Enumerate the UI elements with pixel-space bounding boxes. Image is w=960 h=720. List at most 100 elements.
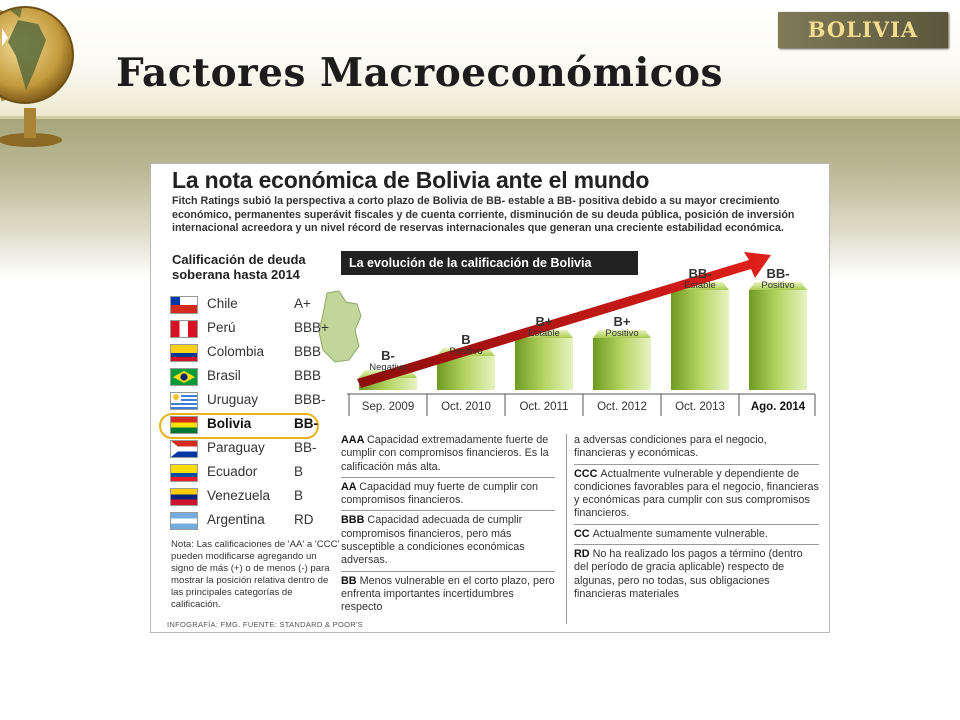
definition-code: CC [574, 527, 593, 540]
flag-icon [170, 440, 198, 458]
trend-arrow [357, 252, 771, 388]
rating-definition: CC Actualmente sumamente vulnerable. [574, 528, 819, 541]
bar-rating-label: B+ [535, 314, 553, 329]
bar-rating-label: BB- [766, 266, 790, 281]
bar-outlook-label: Estable [528, 328, 560, 339]
year-label: Sep. 2009 [361, 401, 415, 413]
rating-bar-top [593, 330, 651, 338]
country-row: Paraguay BB- [167, 437, 339, 461]
flag-icon [170, 488, 198, 506]
country-row: Bolivia BB- [167, 413, 339, 437]
definition-text: No ha realizado los pagos a término (den… [574, 548, 803, 600]
flag-icon [170, 368, 198, 386]
bolivia-highlight-oval [159, 413, 319, 439]
country-name: Colombia [207, 344, 265, 359]
definition-code: CCC [574, 467, 601, 480]
country-rating: B [294, 464, 304, 479]
country-name: Chile [207, 296, 238, 311]
definition-code: AA [341, 480, 360, 493]
country-row: Ecuador B [167, 461, 339, 485]
country-name: Uruguay [207, 392, 259, 407]
evolution-label: La evolución de la calificación de Boliv… [341, 251, 638, 275]
definitions-divider [566, 434, 567, 624]
chart-axis-group [347, 393, 816, 416]
country-name: Ecuador [207, 464, 258, 479]
definition-separator [341, 570, 555, 572]
rating-evolution-chart [318, 252, 816, 416]
country-row: Uruguay BBB- [167, 389, 339, 413]
bar-rating-label: B+ [613, 314, 631, 329]
year-label: Oct. 2010 [441, 401, 491, 413]
table-title: Calificación de deuda soberana hasta 201… [172, 252, 306, 282]
rating-bar-top [749, 282, 807, 290]
rating-definition: BBB Capacidad adecuada de cumplir compro… [341, 514, 555, 567]
rating-definition: RD No ha realizado los pagos a término (… [574, 548, 819, 601]
infographic-title: La nota económica de Bolivia ante el mun… [172, 167, 650, 193]
definition-text: Actualmente vulnerable y dependiente de … [574, 467, 819, 520]
country-rating: A+ [294, 296, 311, 311]
bar-rating-label: B [461, 332, 471, 347]
slide-title: Factores Macroeconómicos [116, 50, 723, 96]
infographic-credit: INFOGRAFÍA: FMG. FUENTE: STANDARD & POOR… [167, 620, 363, 629]
year-label: Oct. 2013 [675, 401, 725, 413]
definition-text: Capacidad adecuada de cumplir compromiso… [341, 514, 525, 567]
country-name: Bolivia [207, 416, 252, 431]
country-rating: BBB+ [294, 320, 329, 335]
country-rating: BB- [294, 416, 318, 431]
infographic: La nota económica de Bolivia ante el mun… [150, 163, 830, 633]
country-rating: BBB [294, 368, 322, 383]
country-badge: BOLIVIA [778, 12, 948, 48]
definitions-right: a adversas condiciones para el negocio, … [574, 434, 819, 604]
bar-outlook-label: Positivo [449, 346, 483, 357]
definition-separator [574, 544, 819, 546]
country-row: Argentina RD [167, 509, 339, 533]
country-row: Venezuela B [167, 485, 339, 509]
flag-icon [170, 320, 198, 338]
country-rating: B [294, 488, 304, 503]
rating-definition: CCC Actualmente vulnerable y dependiente… [574, 468, 819, 521]
bar-rating-label: BB- [688, 266, 712, 281]
country-rating: BBB- [294, 392, 326, 407]
infographic-intro: Fitch Ratings subió la perspectiva a cor… [172, 195, 795, 234]
country-badge-label: BOLIVIA [807, 17, 919, 42]
country-name: Perú [207, 320, 236, 335]
country-rating: RD [294, 512, 314, 527]
rating-bar [749, 290, 807, 390]
country-name: Venezuela [207, 488, 271, 503]
definition-code: AAA [341, 434, 367, 446]
country-row: Chile A+ [167, 293, 339, 317]
bar-outlook-label: Estable [684, 280, 716, 291]
year-label: Oct. 2011 [519, 401, 569, 413]
country-name: Paraguay [207, 440, 265, 455]
rating-bar [593, 338, 651, 390]
definitions-left: AAA Capacidad extremadamente fuerte de c… [341, 434, 555, 618]
bar-rating-label: B- [381, 348, 395, 363]
country-name: Argentina [207, 512, 265, 527]
definition-continuation: a adversas condiciones para el negocio, … [574, 434, 767, 460]
definition-text: Actualmente sumamente vulnerable. [592, 527, 768, 540]
flag-icon [170, 512, 198, 530]
definition-separator [574, 463, 819, 465]
rating-bar [671, 290, 729, 390]
globe-icon [0, 6, 74, 147]
chart-bars-group [359, 282, 807, 390]
rating-definition: AAA Capacidad extremadamente fuerte de c… [341, 434, 555, 474]
flag-icon [170, 344, 198, 362]
bar-outlook-label: Positivo [605, 328, 639, 339]
definition-code: RD [574, 548, 593, 561]
definition-separator [341, 476, 555, 478]
year-label: Oct. 2012 [597, 401, 647, 413]
country-row: Brasil BBB [167, 365, 339, 389]
flag-icon [170, 296, 198, 314]
header-divider [0, 116, 960, 119]
definition-separator [574, 523, 819, 525]
country-name: Brasil [207, 368, 241, 383]
definition-text: Capacidad extremadamente fuerte de cumpl… [341, 434, 549, 473]
rating-definition: AA Capacidad muy fuerte de cumplir con c… [341, 481, 555, 508]
rating-bar [515, 338, 573, 390]
definition-code: BBB [341, 514, 368, 527]
country-rating: BB- [294, 440, 317, 455]
country-row: Colombia BBB [167, 341, 339, 365]
bolivia-map-shape [318, 290, 362, 363]
definition-text: Capacidad muy fuerte de cumplir con comp… [341, 480, 539, 507]
